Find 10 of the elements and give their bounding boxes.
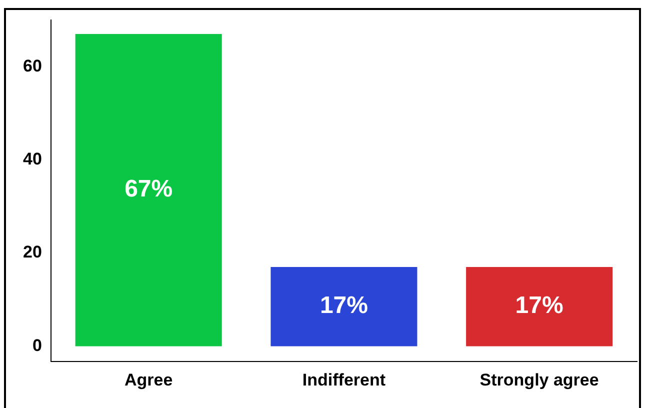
x-tick-label: Strongly agree bbox=[480, 370, 599, 390]
y-tick-label: 60 bbox=[22, 56, 42, 76]
data-label: 67% bbox=[124, 176, 173, 203]
y-tick-label: 20 bbox=[22, 242, 42, 262]
data-label: 17% bbox=[515, 292, 564, 320]
y-tick-label: 0 bbox=[32, 336, 42, 355]
y-tick-label: 40 bbox=[22, 149, 42, 168]
x-tick-label: Indifferent bbox=[302, 370, 386, 390]
x-tick-label: Agree bbox=[124, 370, 173, 390]
data-label: 17% bbox=[320, 292, 368, 320]
